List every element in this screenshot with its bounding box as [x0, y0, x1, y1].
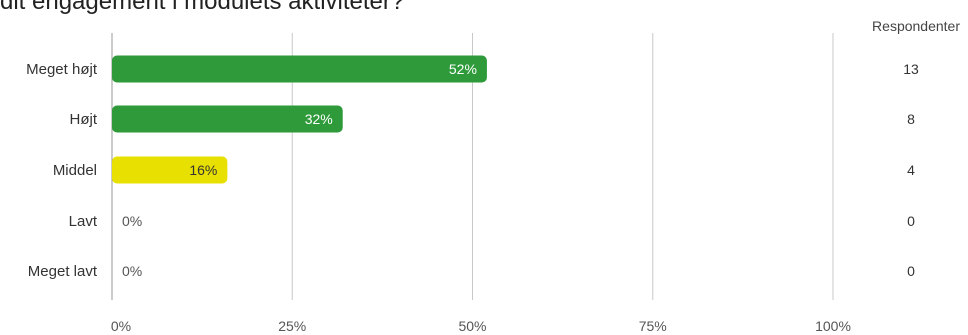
- bar-value-label: 16%: [189, 162, 217, 178]
- respondent-count: 8: [907, 111, 915, 127]
- bar-1: [112, 105, 343, 133]
- respondent-count: 0: [907, 213, 915, 229]
- x-tick-label: 75%: [639, 318, 667, 334]
- x-tick-label: 100%: [815, 318, 851, 334]
- bars: 52% 32% 16% 0% 0%: [112, 55, 487, 279]
- bar-2: [112, 156, 228, 184]
- x-tick-label: 50%: [458, 318, 486, 334]
- respondent-counts: 13 8 4 0 0: [903, 61, 919, 279]
- category-label: Højt: [70, 111, 98, 128]
- category-labels: Meget højt Højt Middel Lavt Meget lavt: [26, 61, 98, 280]
- category-label: Lavt: [69, 213, 98, 230]
- respondent-count: 4: [907, 162, 915, 178]
- x-tick-labels: 0% 25% 50% 75% 100%: [111, 318, 851, 334]
- category-label: Meget lavt: [28, 263, 98, 280]
- category-label: Middel: [53, 162, 97, 179]
- x-tick-label: 25%: [278, 318, 306, 334]
- question-title: dit engagement i modulets aktiviteter?: [0, 0, 405, 15]
- bar-value-label: 0%: [122, 213, 142, 229]
- respondent-count: 13: [903, 61, 919, 77]
- respondent-count: 0: [907, 263, 915, 279]
- bar-value-label: 52%: [449, 61, 477, 77]
- bar-value-label: 0%: [122, 263, 142, 279]
- x-tick-label: 0%: [111, 318, 131, 334]
- bar-0: [112, 55, 487, 83]
- category-label: Meget højt: [26, 61, 98, 78]
- bar-value-label: 32%: [305, 111, 333, 127]
- respondents-header: Respondenter: [872, 18, 960, 34]
